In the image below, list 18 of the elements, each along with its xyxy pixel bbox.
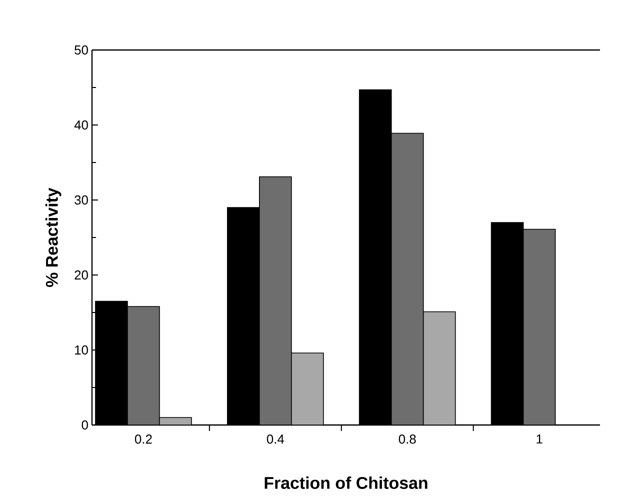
x-tick-label: 1 — [536, 434, 542, 444]
bar — [291, 352, 324, 425]
x-tick-label: 0.2 — [134, 434, 152, 444]
bar — [127, 306, 160, 425]
y-axis-title: % Reactivity — [45, 188, 62, 287]
bar — [390, 132, 424, 425]
y-tick-label: 30 — [74, 195, 88, 205]
x-tick-label: 0.4 — [266, 434, 284, 444]
y-tick-label: 40 — [74, 120, 88, 130]
y-tick-label: 50 — [74, 45, 88, 55]
bar — [259, 176, 292, 425]
bar — [422, 311, 456, 425]
bar — [522, 228, 556, 425]
y-tick-label: 10 — [75, 345, 88, 355]
y-tick-label: 20 — [74, 270, 88, 280]
x-tick-label: 0.8 — [398, 434, 416, 444]
y-tick-label: 0 — [82, 420, 88, 430]
x-axis-title: Fraction of Chitosan — [264, 476, 428, 489]
